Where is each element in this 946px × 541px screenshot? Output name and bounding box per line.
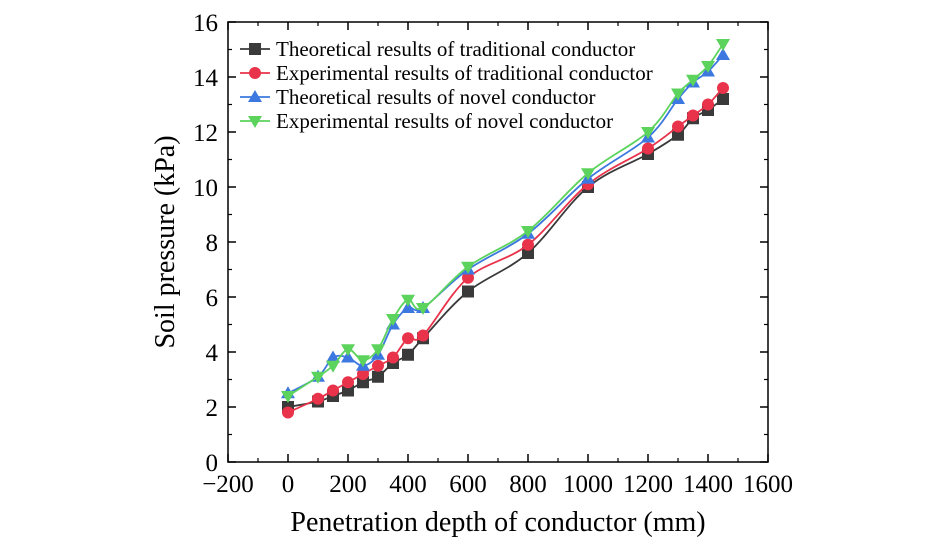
data-point — [641, 127, 655, 139]
legend-label: Theoretical results of traditional condu… — [276, 37, 635, 61]
legend-item-1: Theoretical results of traditional condu… — [240, 37, 635, 61]
series-1 — [282, 93, 729, 413]
data-point — [386, 314, 400, 326]
data-point — [717, 82, 729, 94]
data-point — [371, 344, 385, 357]
data-point — [672, 120, 684, 133]
data-point — [522, 247, 534, 259]
legend-label: Experimental results of novel conductor — [276, 109, 613, 133]
legend-item-4: Experimental results of novel conductor — [240, 109, 613, 133]
data-point — [372, 370, 384, 383]
data-point — [461, 261, 475, 274]
legend-item-2: Experimental results of traditional cond… — [240, 61, 653, 85]
y-tick-label: 12 — [193, 120, 218, 147]
data-point — [401, 301, 415, 313]
data-point — [357, 376, 369, 389]
x-tick-label: 0 — [282, 471, 295, 498]
data-point — [282, 406, 294, 419]
data-point — [326, 360, 340, 373]
y-tick-label: 4 — [206, 340, 219, 367]
data-point — [671, 88, 685, 101]
x-tick-label: 1200 — [623, 471, 673, 498]
plot-area — [281, 39, 730, 419]
data-point — [701, 61, 715, 73]
data-point — [672, 128, 684, 141]
data-point — [402, 332, 414, 345]
data-point — [522, 238, 534, 251]
data-point — [341, 350, 355, 363]
x-tick-label: 400 — [389, 471, 427, 498]
data-point — [281, 391, 295, 403]
data-point — [327, 384, 339, 397]
y-tick-label: 8 — [206, 230, 219, 257]
legend: Theoretical results of traditional condu… — [240, 37, 653, 133]
x-tick-label: 600 — [449, 471, 487, 498]
data-point — [372, 359, 384, 372]
legend-label: Experimental results of traditional cond… — [276, 61, 653, 85]
legend-item-3: Theoretical results of novel conductor — [240, 85, 596, 109]
data-point — [686, 74, 700, 87]
legend-marker — [248, 116, 262, 128]
data-point — [311, 371, 325, 384]
legend-marker — [248, 90, 262, 102]
data-point — [342, 376, 354, 389]
data-point — [462, 285, 474, 298]
data-point — [462, 271, 474, 284]
legend-label: Theoretical results of novel conductor — [276, 85, 596, 109]
data-point — [341, 344, 355, 357]
x-axis-label: Penetration depth of conductor (mm) — [290, 507, 705, 538]
data-point — [312, 392, 324, 405]
data-point — [357, 368, 369, 380]
legend-marker — [249, 67, 261, 79]
series-2 — [282, 82, 729, 419]
data-point — [717, 93, 729, 105]
series-4 — [281, 39, 730, 403]
data-point — [687, 109, 699, 122]
data-point — [387, 351, 399, 364]
y-tick-label: 0 — [206, 450, 219, 477]
y-tick-label: 14 — [193, 65, 219, 92]
y-axis-label: Soil pressure (kPa) — [150, 135, 181, 348]
data-point — [702, 98, 714, 111]
axes: −200 0 200 400 600 800 1000 1200 1400 16000246810… — [193, 10, 793, 498]
y-tick-label: 10 — [193, 175, 218, 202]
legend-marker — [249, 43, 261, 55]
data-point — [521, 226, 535, 238]
x-tick-label: 800 — [509, 471, 547, 498]
x-tick-label: 1000 — [563, 471, 613, 498]
data-point — [402, 348, 414, 361]
data-point — [356, 355, 370, 368]
data-point — [716, 48, 730, 60]
y-tick-label: 2 — [206, 395, 219, 422]
data-point — [401, 294, 415, 307]
x-tick-label: 200 — [329, 471, 367, 498]
data-point — [416, 303, 430, 315]
data-point — [716, 39, 730, 51]
data-point — [417, 329, 429, 342]
data-point — [342, 384, 354, 397]
y-tick-label: 16 — [193, 10, 218, 37]
data-point — [642, 142, 654, 155]
data-point — [581, 168, 595, 181]
series-line — [287, 87, 724, 414]
x-tick-label: −200 — [202, 471, 254, 498]
y-tick-label: 6 — [206, 285, 219, 312]
x-tick-label: 1600 — [743, 471, 793, 498]
data-point — [326, 350, 340, 363]
x-tick-label: 1400 — [683, 471, 733, 498]
